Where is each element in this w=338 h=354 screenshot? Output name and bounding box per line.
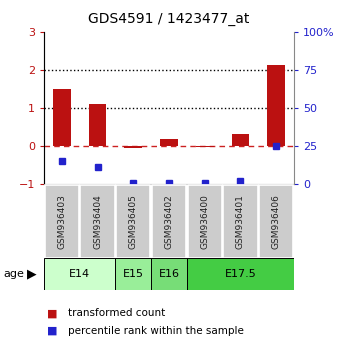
Text: E14: E14 <box>69 269 90 279</box>
Bar <box>45 185 79 258</box>
Text: GSM936401: GSM936401 <box>236 194 245 249</box>
Text: ▶: ▶ <box>27 268 37 281</box>
Bar <box>232 134 249 146</box>
Text: percentile rank within the sample: percentile rank within the sample <box>68 326 243 336</box>
Bar <box>160 139 178 146</box>
Bar <box>89 104 106 146</box>
Bar <box>187 258 294 290</box>
Text: GSM936405: GSM936405 <box>129 194 138 249</box>
Text: GSM936402: GSM936402 <box>165 194 173 249</box>
Text: transformed count: transformed count <box>68 308 165 318</box>
Bar <box>44 258 115 290</box>
Text: ■: ■ <box>47 326 58 336</box>
Bar <box>223 185 258 258</box>
Bar <box>196 146 214 147</box>
Bar <box>116 185 150 258</box>
Text: E16: E16 <box>159 269 179 279</box>
Bar <box>151 258 187 290</box>
Bar <box>124 146 142 148</box>
Bar <box>152 185 186 258</box>
Text: GSM936404: GSM936404 <box>93 194 102 249</box>
Bar <box>53 89 71 146</box>
Bar <box>267 65 285 146</box>
Text: GSM936400: GSM936400 <box>200 194 209 249</box>
Text: E15: E15 <box>123 269 144 279</box>
Text: GDS4591 / 1423477_at: GDS4591 / 1423477_at <box>88 12 250 27</box>
Text: GSM936403: GSM936403 <box>57 194 66 249</box>
Bar <box>80 185 115 258</box>
Text: age: age <box>3 269 24 279</box>
Bar <box>188 185 222 258</box>
Text: E17.5: E17.5 <box>224 269 256 279</box>
Text: GSM936406: GSM936406 <box>272 194 281 249</box>
Text: ■: ■ <box>47 308 58 318</box>
Bar <box>259 185 293 258</box>
Bar <box>115 258 151 290</box>
